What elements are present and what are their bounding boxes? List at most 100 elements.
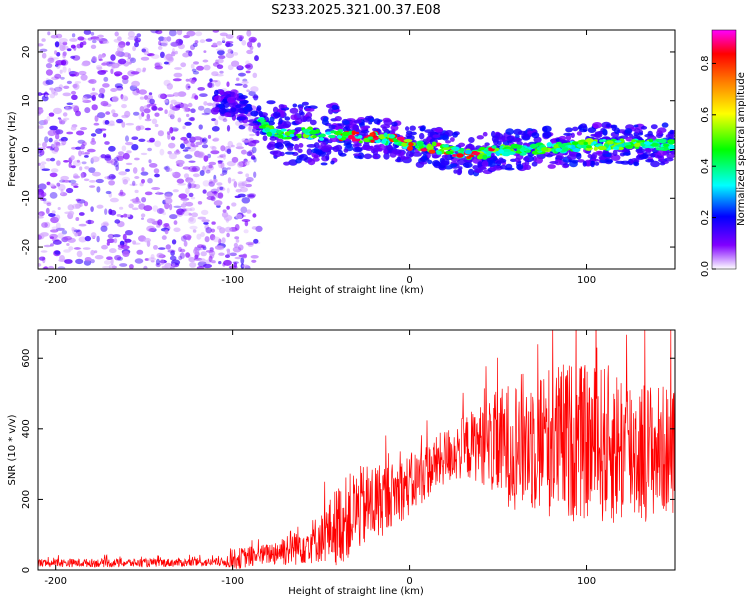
noise-blob [55, 33, 63, 39]
spectrogram-xtick-label: 100 [577, 275, 596, 286]
noise-blob [90, 31, 95, 36]
signal-halo-blob [562, 164, 569, 169]
noise-blob [221, 170, 228, 175]
noise-blob [41, 52, 47, 59]
noise-blob [210, 228, 216, 233]
noise-blob [75, 146, 82, 150]
noise-blob [233, 181, 238, 188]
noise-blob [49, 172, 58, 178]
noise-blob [240, 257, 245, 265]
noise-blob [154, 112, 160, 117]
noise-blob [73, 175, 80, 179]
signal-halo-blob [595, 150, 604, 155]
noise-blob [171, 51, 176, 57]
signal-core-blob [468, 154, 475, 158]
noise-blob [61, 119, 67, 123]
noise-blob [217, 160, 224, 163]
noise-blob [100, 69, 108, 73]
noise-blob [41, 38, 46, 42]
signal-halo-blob [226, 96, 236, 104]
noise-blob [90, 259, 95, 264]
signal-halo-blob [298, 106, 304, 111]
noise-blob [78, 223, 87, 227]
noise-blob [80, 74, 88, 81]
noise-blob [245, 173, 250, 178]
noise-blob [210, 150, 220, 155]
signal-halo-blob [514, 157, 521, 163]
noise-blob [84, 155, 89, 158]
signal-halo-blob [364, 115, 372, 121]
noise-blob [201, 219, 210, 223]
noise-blob [73, 185, 79, 188]
noise-blob [62, 179, 71, 183]
noise-blob [116, 118, 123, 124]
noise-blob [141, 48, 147, 53]
signal-core-blob [297, 135, 302, 139]
signal-core-blob [655, 147, 665, 151]
noise-blob [105, 61, 114, 67]
signal-halo-blob [496, 160, 502, 164]
noise-blob [113, 238, 118, 244]
signal-halo-blob [256, 105, 262, 112]
signal-halo-blob [549, 161, 559, 164]
noise-blob [51, 88, 56, 94]
noise-blob [70, 182, 79, 187]
noise-blob [182, 211, 191, 216]
noise-blob [245, 60, 250, 66]
signal-halo-blob [591, 152, 598, 159]
noise-blob [194, 40, 199, 44]
noise-blob [96, 235, 100, 243]
noise-blob [118, 171, 127, 176]
signal-halo-blob [214, 89, 219, 97]
noise-blob [118, 192, 126, 197]
noise-blob [67, 204, 75, 211]
signal-halo-blob [405, 126, 410, 131]
noise-blob [172, 78, 182, 82]
noise-blob [163, 37, 168, 41]
noise-blob [211, 146, 217, 151]
noise-blob [196, 266, 204, 269]
noise-blob [245, 177, 254, 182]
noise-blob [96, 186, 101, 193]
signal-core-blob [546, 142, 553, 148]
signal-halo-blob [218, 107, 227, 114]
noise-blob [189, 225, 198, 230]
noise-blob [45, 207, 50, 214]
noise-blob [149, 137, 155, 143]
signal-halo-blob [575, 152, 582, 160]
noise-blob [90, 44, 97, 49]
noise-blob [209, 78, 213, 83]
noise-blob [95, 178, 104, 184]
noise-blob [130, 57, 136, 64]
signal-halo-blob [587, 127, 597, 133]
signal-halo-blob [419, 132, 425, 140]
signal-halo-blob [284, 143, 295, 147]
noise-blob [199, 258, 206, 263]
noise-blob [180, 103, 189, 109]
signal-halo-blob [427, 159, 433, 165]
noise-blob [183, 173, 190, 179]
noise-blob [163, 61, 169, 65]
signal-halo-blob [373, 155, 379, 159]
signal-halo-blob [504, 167, 515, 171]
noise-blob [190, 167, 199, 173]
noise-blob [223, 259, 232, 266]
signal-halo-blob [273, 111, 281, 119]
noise-blob [165, 167, 173, 172]
noise-blob [235, 214, 243, 219]
signal-core-blob [393, 141, 399, 145]
signal-core-blob [507, 151, 516, 155]
noise-blob [201, 244, 206, 249]
noise-blob [182, 201, 188, 205]
signal-halo-blob [266, 100, 276, 105]
signal-halo-blob [468, 168, 474, 176]
colorbar-label: Normalized spectral amplitude [736, 72, 747, 226]
noise-blob [55, 133, 60, 140]
noise-blob [115, 50, 122, 57]
noise-blob [212, 42, 217, 47]
signal-halo-blob [432, 160, 441, 167]
signal-halo-blob [331, 104, 339, 111]
noise-blob [143, 105, 150, 110]
signal-halo-blob [594, 131, 604, 135]
